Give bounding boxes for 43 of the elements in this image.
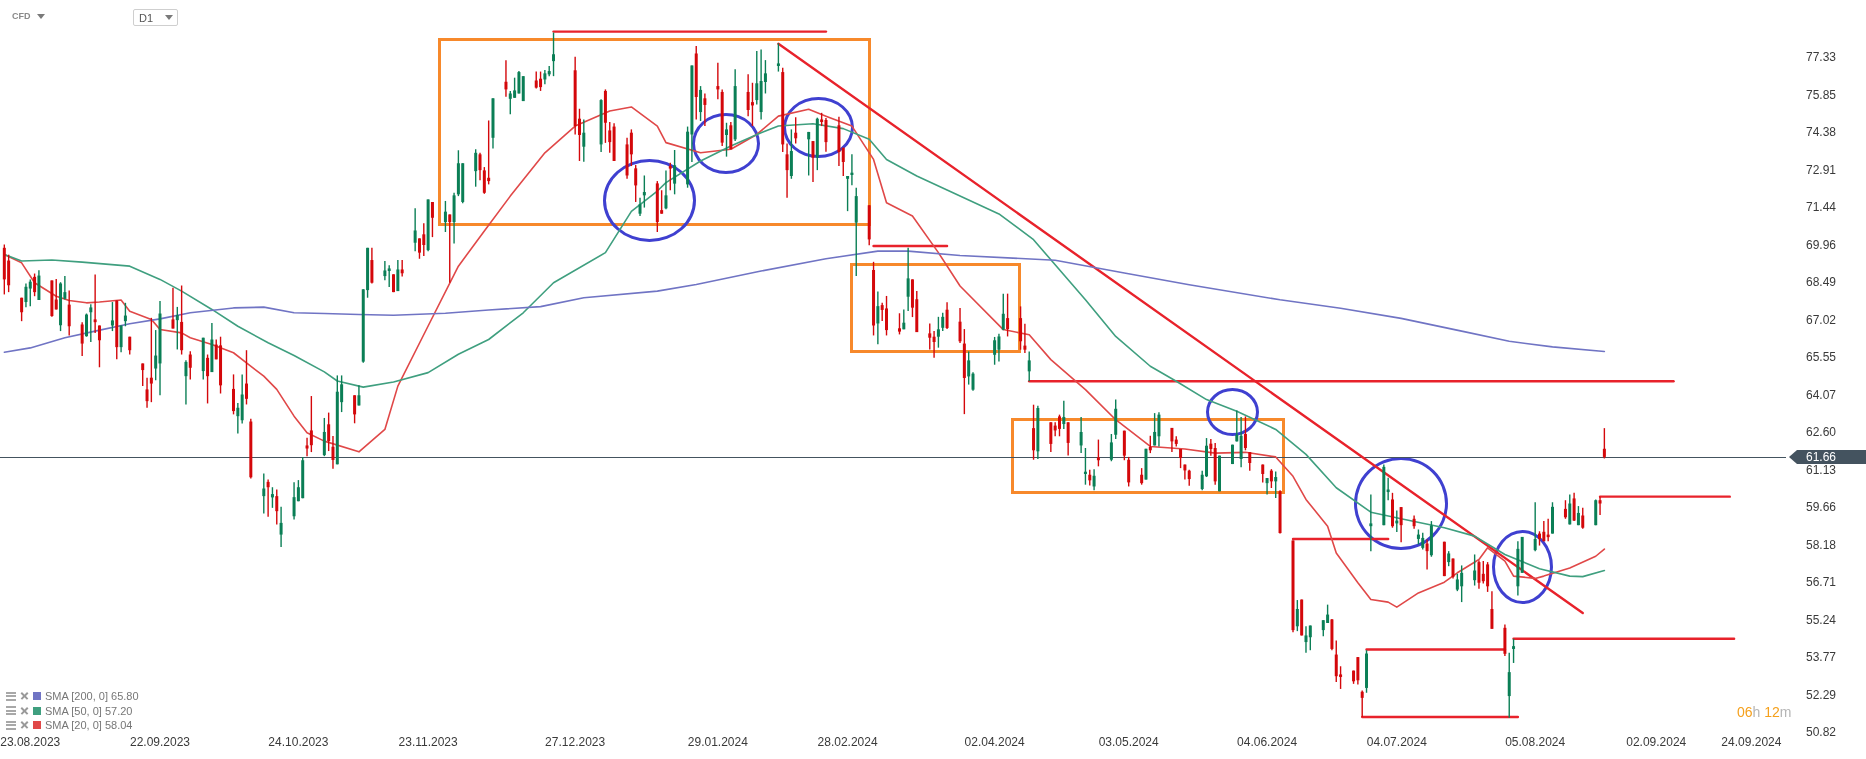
legend-label: SMA [50, 0] 57.20 <box>45 704 133 717</box>
y-tick-label: 71.44 <box>1806 200 1837 215</box>
x-tick-label: 24.09.2024 <box>1721 734 1782 749</box>
y-tick-label: 52.29 <box>1806 687 1837 702</box>
y-tick-label: 69.96 <box>1806 237 1837 252</box>
y-tick-label: 65.55 <box>1806 350 1837 365</box>
y-tick-label: 68.49 <box>1806 275 1837 290</box>
legend-label: SMA [200, 0] 65.80 <box>45 690 139 703</box>
y-tick-label: 56.71 <box>1806 575 1837 590</box>
x-tick-label: 02.04.2024 <box>964 734 1025 749</box>
x-tick-label: 04.06.2024 <box>1237 734 1298 749</box>
y-tick-label: 75.85 <box>1806 87 1837 102</box>
x-tick-label: 24.10.2023 <box>268 734 329 749</box>
x-tick-label: 23.11.2023 <box>398 734 459 749</box>
y-tick-label: 61.13 <box>1806 462 1837 477</box>
annotation: CFD <box>12 11 31 21</box>
candlestick <box>50 280 54 317</box>
y-tick-label: 50.82 <box>1806 725 1837 740</box>
ref-line-label: 61.66 <box>1806 449 1837 464</box>
legend-label: SMA [20, 0] 58.04 <box>45 719 133 732</box>
x-tick-label: 27.12.2023 <box>545 734 606 749</box>
dropdown-field: D1 <box>133 9 178 26</box>
y-tick-label: 64.07 <box>1806 387 1837 402</box>
x-tick-label: 28.02.2024 <box>817 734 878 749</box>
x-tick-label: 23.08.2023 <box>0 734 61 749</box>
annotation: D1 <box>139 11 154 24</box>
y-tick-label: 59.66 <box>1806 500 1837 515</box>
candlestick <box>1144 448 1148 480</box>
y-tick-label: 58.18 <box>1806 537 1837 552</box>
annotation: 06h 12m <box>1737 704 1792 720</box>
y-tick-label: 77.33 <box>1806 50 1837 65</box>
y-tick-label: 67.02 <box>1806 312 1837 327</box>
x-tick-label: 02.09.2024 <box>1626 734 1687 749</box>
x-tick-label: 05.08.2024 <box>1505 734 1566 749</box>
y-tick-label: 53.77 <box>1806 650 1837 665</box>
x-tick-label: 29.01.2024 <box>687 734 749 749</box>
y-tick-label: 74.38 <box>1806 125 1837 140</box>
x-tick-label: 03.05.2024 <box>1098 734 1160 749</box>
x-tick-label: 04.07.2024 <box>1366 734 1428 749</box>
y-tick-label: 72.91 <box>1806 162 1837 177</box>
x-tick-label: 22.09.2023 <box>129 734 191 749</box>
y-tick-label: 55.24 <box>1806 612 1837 627</box>
y-tick-label: 62.60 <box>1806 425 1837 440</box>
